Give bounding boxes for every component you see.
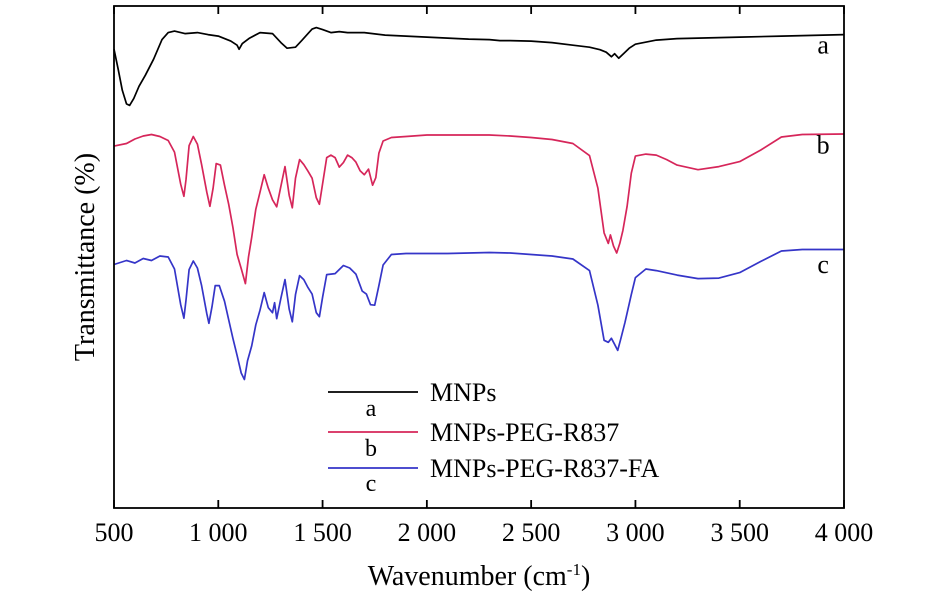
x-tick-label: 3 500 bbox=[710, 518, 769, 547]
legend-letter-b: b bbox=[365, 436, 377, 462]
x-tick-label: 3 000 bbox=[606, 518, 665, 547]
curve-labels: a b c bbox=[817, 31, 830, 279]
x-axis-title: Wavenumber (cm-1) bbox=[368, 560, 591, 592]
series-line-a bbox=[113, 26, 845, 107]
curve-label-b: b bbox=[817, 131, 830, 160]
series-layer bbox=[113, 26, 845, 381]
legend: MNPs a MNPs-PEG-R837 b MNPs-PEG-R837-FA … bbox=[328, 378, 659, 497]
legend-label-mnps-peg-r837: MNPs-PEG-R837 bbox=[430, 418, 619, 447]
curve-label-c: c bbox=[817, 250, 829, 279]
x-axis-title-main: Wavenumber (cm bbox=[368, 561, 567, 592]
x-tick-label: 2 000 bbox=[398, 518, 457, 547]
plot-frame bbox=[113, 5, 845, 509]
curve-label-a: a bbox=[817, 31, 829, 60]
x-ticks: 500 1 000 1 500 2 000 2 500 3 000 3 500 4 000 bbox=[95, 6, 874, 547]
x-tick-label: 1 500 bbox=[293, 518, 352, 547]
y-axis-title: Transmittance (%) bbox=[70, 153, 101, 361]
legend-letter-c: c bbox=[366, 471, 377, 497]
x-tick-label: 1 000 bbox=[189, 518, 248, 547]
series-line-c bbox=[113, 248, 844, 381]
x-tick-label: 500 bbox=[95, 518, 134, 547]
x-tick-label: 2 500 bbox=[502, 518, 561, 547]
x-axis-title-close: ) bbox=[581, 561, 590, 592]
series-line-b bbox=[113, 133, 845, 285]
legend-label-mnps: MNPs bbox=[430, 378, 496, 407]
legend-label-mnps-peg-r837-fa: MNPs-PEG-R837-FA bbox=[430, 454, 659, 483]
x-tick-label: 4 000 bbox=[815, 518, 874, 547]
legend-letter-a: a bbox=[366, 396, 377, 422]
x-axis-title-sup: -1 bbox=[567, 560, 581, 579]
